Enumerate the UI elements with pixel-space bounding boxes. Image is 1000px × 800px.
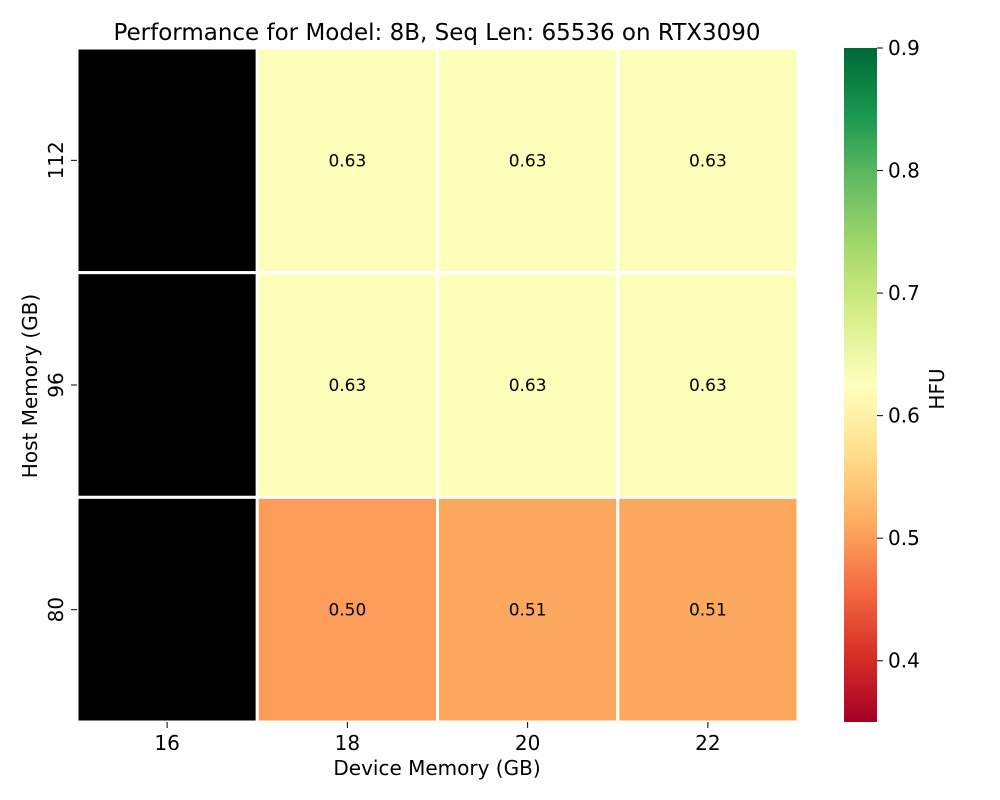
colorbar-label: HFU: [925, 368, 949, 409]
cell-value-label: 0.51: [689, 601, 727, 621]
cell-value-label: 0.63: [689, 376, 727, 396]
heatmap-cell: [616, 271, 800, 499]
cell-value-label: 0.63: [509, 376, 547, 396]
heatmap-cell-labels: 0.63 0.63 0.63 0.63 0.63 0.63 0.50 0.51 0.51: [328, 151, 726, 620]
heatmap-cell: [255, 495, 439, 724]
heatmap-cell: [255, 271, 439, 499]
cell-value-label: 0.63: [328, 151, 366, 171]
chart-title: Performance for Model: 8B, Seq Len: 6553…: [113, 20, 760, 46]
x-tick-label: 16: [154, 731, 179, 755]
heatmap-cell: [436, 46, 620, 275]
colorbar-tick-label: 0.5: [888, 526, 920, 550]
cell-value-label: 0.50: [328, 601, 366, 621]
heatmap-cell: [75, 271, 259, 499]
y-axis-ticks: 112 96 80: [44, 141, 77, 622]
heatmap-cell: [616, 495, 800, 724]
y-tick-label: 80: [44, 597, 68, 622]
heatmap-cell: [75, 46, 259, 275]
x-axis-label: Device Memory (GB): [333, 756, 540, 780]
heatmap-cell: [255, 46, 439, 275]
cell-value-label: 0.63: [328, 376, 366, 396]
y-axis-label: Host Memory (GB): [18, 294, 42, 478]
cell-value-label: 0.51: [509, 601, 547, 621]
x-axis-ticks: 16 18 20 22: [154, 722, 721, 755]
heatmap-cells: [75, 46, 800, 724]
y-tick-label: 112: [44, 141, 68, 179]
heatmap-cell: [616, 46, 800, 275]
colorbar-tick-label: 0.9: [888, 36, 920, 60]
cell-value-label: 0.63: [509, 151, 547, 171]
colorbar-ticks: 0.4 0.5 0.6 0.7 0.8 0.9: [877, 36, 920, 673]
cell-value-label: 0.63: [689, 151, 727, 171]
colorbar: [844, 48, 877, 722]
x-tick-label: 18: [335, 731, 360, 755]
y-tick-label: 96: [44, 372, 68, 397]
heatmap-cell: [75, 495, 259, 724]
colorbar-tick-label: 0.8: [888, 159, 920, 183]
colorbar-tick-label: 0.4: [888, 649, 920, 673]
x-tick-label: 20: [515, 731, 540, 755]
colorbar-tick-label: 0.6: [888, 404, 920, 428]
x-tick-label: 22: [695, 731, 720, 755]
colorbar-tick-label: 0.7: [888, 281, 920, 305]
